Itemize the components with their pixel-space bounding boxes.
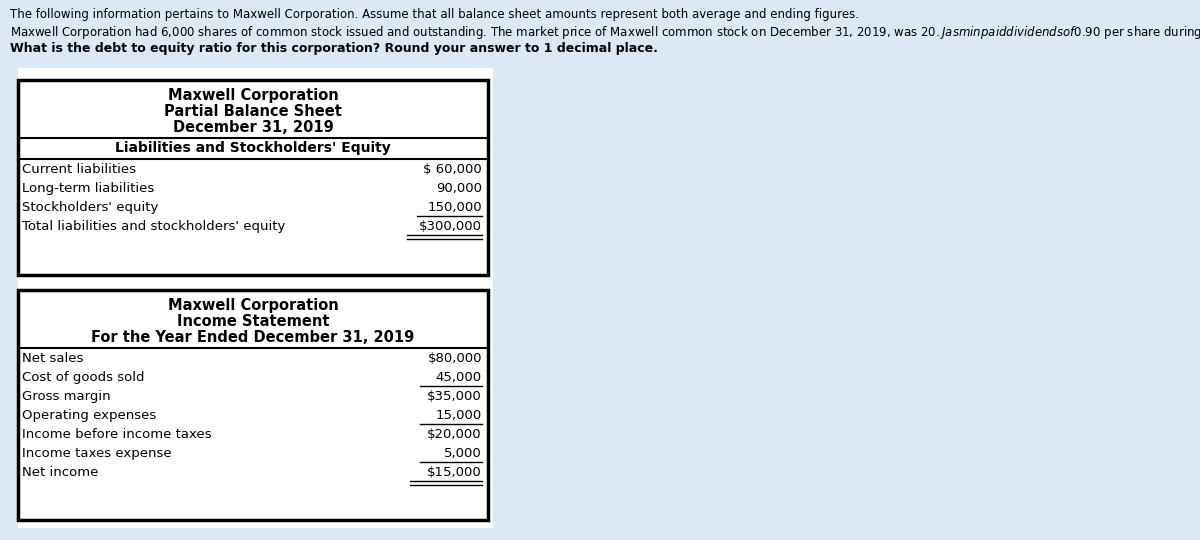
Text: 5,000: 5,000 <box>444 447 482 460</box>
Text: The following information pertains to Maxwell Corporation. Assume that all balan: The following information pertains to Ma… <box>10 8 859 21</box>
Text: Partial Balance Sheet: Partial Balance Sheet <box>164 104 342 119</box>
Text: Maxwell Corporation: Maxwell Corporation <box>168 88 338 103</box>
Text: Cost of goods sold: Cost of goods sold <box>22 371 144 384</box>
Text: Maxwell Corporation had 6,000 shares of common stock issued and outstanding. The: Maxwell Corporation had 6,000 shares of … <box>10 24 1200 41</box>
Text: Gross margin: Gross margin <box>22 390 110 403</box>
Text: $80,000: $80,000 <box>427 352 482 365</box>
Text: Net sales: Net sales <box>22 352 83 365</box>
Text: 150,000: 150,000 <box>427 201 482 214</box>
Text: Income Statement: Income Statement <box>176 314 329 329</box>
Text: Current liabilities: Current liabilities <box>22 163 136 176</box>
Text: What is the debt to equity ratio for this corporation? Round your answer to 1 de: What is the debt to equity ratio for thi… <box>10 42 658 55</box>
Bar <box>18 80 488 275</box>
Text: 90,000: 90,000 <box>436 182 482 195</box>
Text: $ 60,000: $ 60,000 <box>424 163 482 176</box>
Text: For the Year Ended December 31, 2019: For the Year Ended December 31, 2019 <box>91 330 415 345</box>
Text: $15,000: $15,000 <box>427 466 482 479</box>
Text: $35,000: $35,000 <box>427 390 482 403</box>
Text: $300,000: $300,000 <box>419 220 482 233</box>
Text: Total liabilities and stockholders' equity: Total liabilities and stockholders' equi… <box>22 220 286 233</box>
Text: Income taxes expense: Income taxes expense <box>22 447 172 460</box>
Text: $20,000: $20,000 <box>427 428 482 441</box>
Text: 15,000: 15,000 <box>436 409 482 422</box>
Text: Income before income taxes: Income before income taxes <box>22 428 211 441</box>
Text: Stockholders' equity: Stockholders' equity <box>22 201 158 214</box>
Text: Liabilities and Stockholders' Equity: Liabilities and Stockholders' Equity <box>115 141 391 155</box>
Bar <box>18 68 493 528</box>
Text: Maxwell Corporation: Maxwell Corporation <box>168 298 338 313</box>
Bar <box>18 290 488 520</box>
Text: 45,000: 45,000 <box>436 371 482 384</box>
Text: Operating expenses: Operating expenses <box>22 409 156 422</box>
Text: December 31, 2019: December 31, 2019 <box>173 120 334 135</box>
Text: Net income: Net income <box>22 466 98 479</box>
Text: Long-term liabilities: Long-term liabilities <box>22 182 155 195</box>
